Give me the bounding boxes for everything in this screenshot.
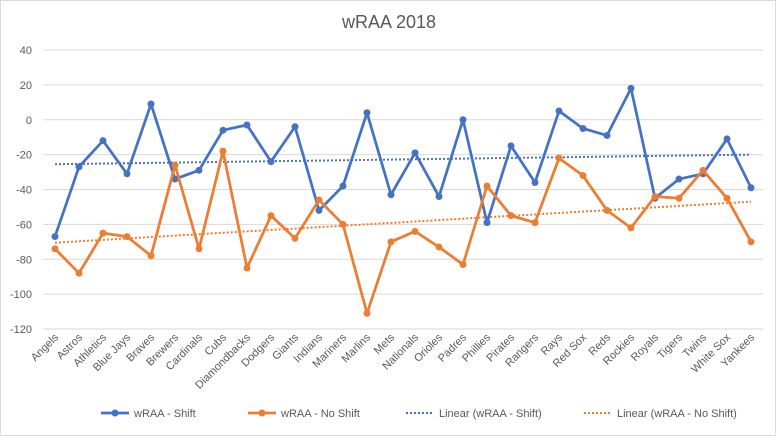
- data-point: [699, 166, 707, 174]
- series-line-shift: [53, 86, 753, 238]
- x-tick-label: Angels: [29, 331, 62, 364]
- data-point: [363, 109, 371, 117]
- data-point: [435, 243, 443, 251]
- data-point: [531, 219, 539, 227]
- data-point: [459, 116, 467, 124]
- data-point: [219, 147, 227, 155]
- data-point: [627, 224, 635, 232]
- data-point: [267, 158, 275, 166]
- data-point: [147, 100, 155, 108]
- data-point: [315, 206, 323, 214]
- data-point: [459, 260, 467, 268]
- data-point: [75, 163, 83, 171]
- data-point: [99, 229, 107, 237]
- series-line-no-shift: [54, 149, 753, 315]
- y-tick-label: -120: [10, 324, 32, 336]
- data-point: [723, 194, 731, 202]
- data-point: [291, 123, 299, 131]
- data-point: [603, 131, 611, 139]
- data-point: [603, 206, 611, 214]
- y-tick-label: 40: [20, 45, 32, 57]
- data-point: [123, 170, 131, 178]
- data-point: [171, 161, 179, 169]
- data-point: [195, 245, 203, 253]
- x-tick-label: Tigers: [655, 331, 685, 361]
- data-point: [51, 233, 59, 241]
- data-point: [51, 245, 59, 253]
- data-point: [195, 166, 203, 174]
- legend-label: Linear (wRAA - Shift): [439, 408, 542, 420]
- y-tick-label: -100: [10, 289, 32, 301]
- data-point: [507, 142, 515, 150]
- data-point: [171, 175, 179, 183]
- data-point: [579, 172, 587, 180]
- data-point: [147, 252, 155, 260]
- data-point: [675, 194, 683, 202]
- data-point: [387, 191, 395, 199]
- data-point: [267, 212, 275, 220]
- data-point: [555, 154, 563, 162]
- data-point: [339, 182, 347, 190]
- data-point: [243, 121, 251, 129]
- data-point: [579, 124, 587, 132]
- y-tick-label: -60: [16, 219, 32, 231]
- y-tick-label: -80: [16, 254, 32, 266]
- legend-label: wRAA - No Shift: [280, 408, 360, 420]
- data-point: [723, 135, 731, 143]
- y-tick-label: -40: [16, 185, 32, 197]
- data-point: [483, 182, 491, 190]
- y-tick-label: -20: [16, 150, 32, 162]
- legend-label: wRAA - Shift: [133, 408, 196, 420]
- data-point: [507, 212, 515, 220]
- data-point: [411, 227, 419, 235]
- data-point: [435, 192, 443, 200]
- legend-label: Linear (wRAA - No Shift): [617, 408, 737, 420]
- data-point: [483, 219, 491, 227]
- data-point: [555, 107, 563, 115]
- data-point: [291, 234, 299, 242]
- data-point: [627, 84, 635, 92]
- legend-marker: [111, 409, 119, 417]
- data-point: [243, 264, 251, 272]
- data-point: [747, 184, 755, 192]
- data-point: [747, 238, 755, 246]
- data-point: [651, 192, 659, 200]
- data-point: [99, 137, 107, 145]
- y-tick-label: 20: [20, 80, 32, 92]
- y-tick-label: 0: [26, 115, 32, 127]
- x-tick-label: Royals: [629, 331, 662, 364]
- data-point: [219, 126, 227, 134]
- legend-marker: [258, 409, 266, 417]
- data-point: [315, 196, 323, 204]
- trendline-no-shift: [54, 200, 752, 244]
- data-point: [339, 220, 347, 228]
- data-point: [123, 233, 131, 241]
- chart-title: wRAA 2018: [341, 12, 436, 32]
- data-point: [363, 309, 371, 317]
- data-point: [75, 269, 83, 277]
- data-point: [531, 179, 539, 187]
- data-point: [675, 175, 683, 183]
- data-point: [411, 149, 419, 157]
- data-point: [387, 238, 395, 246]
